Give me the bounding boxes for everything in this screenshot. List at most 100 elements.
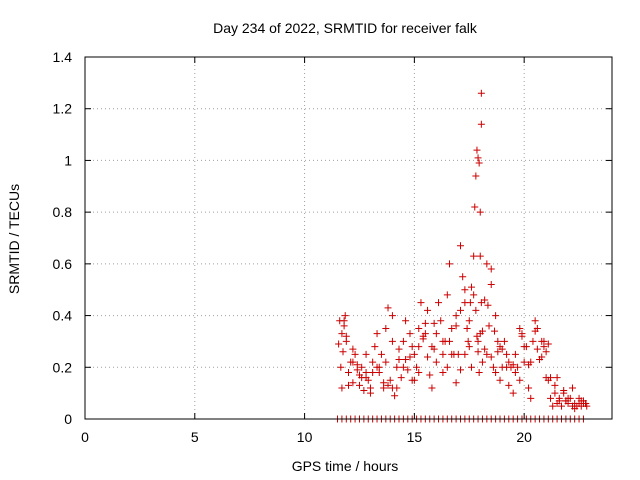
data-point [476, 208, 484, 216]
data-point [355, 371, 363, 379]
data-point [404, 366, 412, 374]
data-point [435, 299, 443, 307]
grid [85, 57, 612, 419]
data-point [474, 348, 482, 356]
data-point [477, 89, 485, 97]
data-point [547, 374, 555, 382]
data-point [415, 343, 423, 351]
data-point [463, 325, 471, 332]
y-tick-label: 0.4 [53, 308, 73, 324]
y-tick-label: 1.2 [53, 101, 73, 117]
data-point [419, 332, 427, 340]
data-point [335, 340, 343, 348]
data-point [406, 353, 414, 361]
data-point [509, 361, 517, 369]
data-point [575, 394, 583, 402]
data-point [498, 345, 506, 353]
data-point [384, 381, 392, 389]
data-point [410, 350, 418, 358]
data-point [393, 384, 401, 392]
data-point [421, 319, 429, 327]
data-point [339, 348, 347, 356]
data-point [360, 387, 368, 395]
data-point [547, 394, 555, 402]
data-point [380, 384, 388, 392]
data-point [369, 368, 377, 376]
data-point [415, 325, 423, 332]
data-point [452, 322, 460, 330]
data-point [466, 299, 474, 307]
data-point [395, 345, 403, 353]
data-point [432, 330, 440, 338]
data-point [413, 363, 421, 371]
data-point [338, 384, 346, 392]
data-point [430, 319, 438, 327]
data-point [341, 312, 349, 320]
data-point [481, 296, 489, 304]
data-points [334, 89, 591, 423]
data-point [338, 330, 346, 338]
y-tick-label: 0.8 [53, 204, 73, 220]
data-point [549, 402, 557, 410]
data-point [353, 361, 361, 369]
x-axis-label: GPS time / hours [292, 458, 399, 474]
data-point [527, 394, 535, 402]
data-point [443, 291, 451, 299]
data-point [525, 361, 533, 369]
data-point [533, 345, 541, 353]
data-point [492, 368, 500, 376]
data-point [484, 301, 492, 309]
data-point [503, 363, 511, 371]
x-tick-label: 20 [516, 429, 532, 445]
data-point [487, 265, 495, 273]
data-point [503, 350, 511, 358]
data-point [443, 363, 451, 371]
data-point [481, 345, 489, 353]
data-point [337, 363, 345, 371]
data-point [562, 397, 570, 405]
data-point [375, 363, 383, 371]
data-point [491, 327, 499, 335]
data-point [467, 363, 475, 371]
data-point [362, 350, 370, 358]
y-tick-label: 1 [64, 152, 72, 168]
data-point [464, 337, 472, 345]
y-tick-label: 0.2 [53, 359, 73, 375]
data-point [505, 358, 513, 366]
axis-ticks: 0 5 10 15 20 0 0.2 0.4 0.6 0.8 1 1.2 1.4 [53, 49, 612, 445]
data-point [478, 358, 486, 366]
data-point [511, 368, 519, 376]
data-point [439, 337, 447, 345]
data-point [475, 159, 483, 167]
data-point [408, 343, 416, 351]
data-point [560, 387, 568, 395]
data-point [391, 392, 399, 400]
data-point [461, 350, 469, 358]
data-point [516, 325, 524, 332]
data-point [384, 304, 392, 312]
data-point [351, 350, 359, 358]
data-point [399, 337, 407, 345]
data-point [511, 350, 519, 358]
data-point [551, 381, 559, 389]
data-point [494, 348, 502, 356]
data-point [500, 337, 508, 345]
data-point [452, 379, 460, 387]
data-point [355, 381, 363, 389]
data-point [437, 317, 445, 325]
x-tick-label: 10 [297, 429, 313, 445]
data-point [485, 322, 493, 330]
data-point [489, 363, 497, 371]
data-point [362, 368, 370, 376]
data-point [377, 350, 385, 358]
data-point [349, 358, 357, 366]
data-point [388, 312, 396, 320]
y-tick-label: 0.6 [53, 256, 73, 272]
data-point [340, 322, 348, 330]
data-point [477, 120, 485, 128]
data-point [487, 353, 495, 361]
data-point [371, 343, 379, 351]
data-point [349, 379, 357, 387]
data-point [470, 291, 478, 299]
